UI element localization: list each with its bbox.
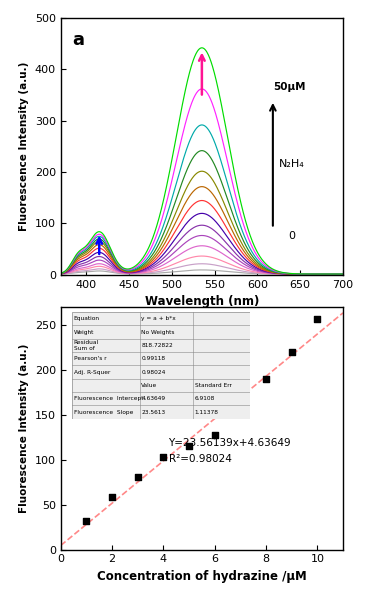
Text: R²=0.98024: R²=0.98024 (169, 454, 231, 464)
Point (263, 374, 269, 384)
Text: 50μM: 50μM (273, 82, 305, 92)
Point (83, 516, 89, 525)
Point (314, 314, 321, 324)
Point (186, 441, 192, 451)
Text: 0: 0 (288, 231, 295, 241)
Point (289, 348, 295, 357)
Y-axis label: Fluorescence Intensity (a.u.): Fluorescence Intensity (a.u.) (19, 61, 29, 231)
Y-axis label: Fluorescence Intensity (a.u.): Fluorescence Intensity (a.u.) (19, 344, 29, 513)
Text: b: b (72, 314, 85, 333)
Text: Y=23.56139x+4.63649: Y=23.56139x+4.63649 (169, 439, 291, 449)
Text: a: a (72, 31, 84, 48)
Point (160, 453, 167, 462)
Point (109, 492, 115, 501)
X-axis label: Wavelength (nm): Wavelength (nm) (145, 296, 259, 309)
Text: N₂H₄: N₂H₄ (279, 159, 305, 169)
Point (212, 430, 218, 440)
X-axis label: Concentration of hydrazine /μM: Concentration of hydrazine /μM (97, 570, 307, 583)
Point (237, 401, 243, 410)
Point (134, 472, 141, 482)
